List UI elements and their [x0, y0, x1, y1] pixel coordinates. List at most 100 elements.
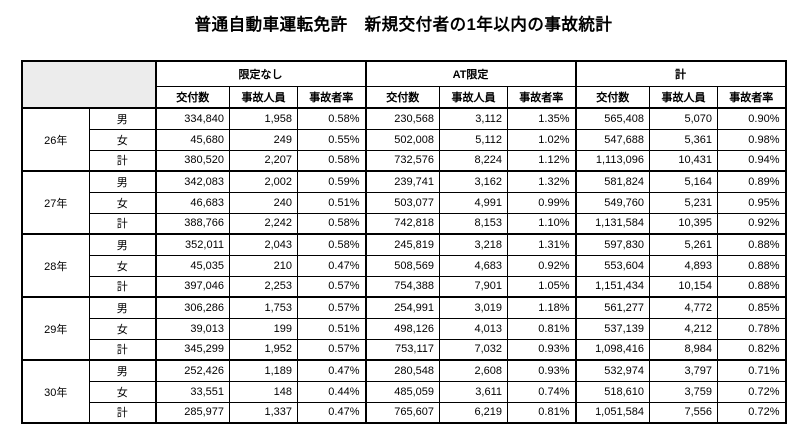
row-label: 計 — [89, 338, 156, 361]
value-cell: 3,218 — [439, 233, 508, 256]
row-label: 男 — [89, 296, 156, 319]
row-label: 男 — [89, 233, 156, 256]
value-cell: 4,991 — [439, 191, 508, 214]
row-label: 男 — [89, 107, 156, 130]
table-row: 計 380,520 2,207 0.58% 732,576 8,224 1.12% 1,113… — [22, 149, 786, 172]
value-cell: 765,607 — [364, 401, 440, 424]
value-cell: 8,984 — [649, 338, 718, 361]
value-cell: 0.78% — [717, 317, 786, 340]
value-cell: 240 — [229, 191, 298, 214]
value-cell: 0.94% — [717, 149, 786, 172]
value-cell: 0.74% — [507, 380, 576, 403]
value-cell: 0.55% — [297, 128, 366, 151]
row-label: 計 — [89, 149, 156, 172]
value-cell: 397,046 — [154, 275, 230, 298]
metric-header-row: 交付数 事故人員 事故者率 交付数 事故人員 事故者率 交付数 事故人員 事故者… — [22, 85, 786, 109]
row-label: 男 — [89, 359, 156, 382]
value-cell: 7,901 — [439, 275, 508, 298]
row-label: 計 — [89, 212, 156, 235]
value-cell: 0.92% — [717, 212, 786, 235]
value-cell: 0.59% — [297, 170, 366, 193]
value-cell: 0.99% — [507, 191, 576, 214]
value-cell: 0.88% — [717, 233, 786, 256]
value-cell: 252,426 — [154, 359, 230, 382]
value-cell: 547,688 — [574, 128, 650, 151]
value-cell: 0.58% — [297, 212, 366, 235]
value-cell: 33,551 — [154, 380, 230, 403]
value-cell: 3,019 — [439, 296, 508, 319]
value-cell: 1,337 — [229, 401, 298, 424]
value-cell: 0.72% — [717, 380, 786, 403]
value-cell: 249 — [229, 128, 298, 151]
value-cell: 5,231 — [649, 191, 718, 214]
value-cell: 1,131,584 — [574, 212, 650, 235]
value-cell: 10,431 — [649, 149, 718, 172]
value-cell: 0.98% — [717, 128, 786, 151]
header-issued-count: 交付数 — [364, 85, 440, 109]
value-cell: 342,083 — [154, 170, 230, 193]
value-cell: 537,139 — [574, 317, 650, 340]
value-cell: 388,766 — [154, 212, 230, 235]
value-cell: 0.58% — [297, 233, 366, 256]
value-cell: 0.47% — [297, 359, 366, 382]
value-cell: 0.85% — [717, 296, 786, 319]
value-cell: 6,219 — [439, 401, 508, 424]
value-cell: 1,051,584 — [574, 401, 650, 424]
value-cell: 2,043 — [229, 233, 298, 256]
value-cell: 0.88% — [717, 275, 786, 298]
column-group-total: 計 — [574, 60, 786, 87]
value-cell: 1,952 — [229, 338, 298, 361]
value-cell: 561,277 — [574, 296, 650, 319]
value-cell: 0.71% — [717, 359, 786, 382]
value-cell: 1.31% — [507, 233, 576, 256]
value-cell: 532,974 — [574, 359, 650, 382]
value-cell: 254,991 — [364, 296, 440, 319]
value-cell: 4,212 — [649, 317, 718, 340]
corner-cell — [21, 60, 156, 109]
value-cell: 0.81% — [507, 401, 576, 424]
value-cell: 2,253 — [229, 275, 298, 298]
value-cell: 8,153 — [439, 212, 508, 235]
value-cell: 10,154 — [649, 275, 718, 298]
value-cell: 4,683 — [439, 254, 508, 277]
value-cell: 1.10% — [507, 212, 576, 235]
value-cell: 352,011 — [154, 233, 230, 256]
value-cell: 2,608 — [439, 359, 508, 382]
value-cell: 2,207 — [229, 149, 298, 172]
row-label: 女 — [89, 254, 156, 277]
table-row: 女 46,683 240 0.51% 503,077 4,991 0.99% 549,760 5… — [22, 191, 786, 214]
value-cell: 230,568 — [364, 107, 440, 130]
table-row: 女 33,551 148 0.44% 485,059 3,611 0.74% 518,610 3… — [22, 380, 786, 403]
value-cell: 0.81% — [507, 317, 576, 340]
value-cell: 0.93% — [507, 359, 576, 382]
value-cell: 4,013 — [439, 317, 508, 340]
value-cell: 3,112 — [439, 107, 508, 130]
value-cell: 239,741 — [364, 170, 440, 193]
value-cell: 0.95% — [717, 191, 786, 214]
table-header: 限定なし AT限定 計 交付数 事故人員 事故者率 交付数 事故人員 事故者率 … — [21, 60, 786, 109]
value-cell: 565,408 — [574, 107, 650, 130]
header-accident-rate: 事故者率 — [297, 85, 366, 109]
value-cell: 498,126 — [364, 317, 440, 340]
value-cell: 549,760 — [574, 191, 650, 214]
value-cell: 5,261 — [649, 233, 718, 256]
row-label: 女 — [89, 380, 156, 403]
value-cell: 380,520 — [154, 149, 230, 172]
value-cell: 1,098,416 — [574, 338, 650, 361]
value-cell: 0.90% — [717, 107, 786, 130]
value-cell: 0.44% — [297, 380, 366, 403]
value-cell: 45,680 — [154, 128, 230, 151]
table-row: 計 388,766 2,242 0.58% 742,818 8,153 1.10% 1,131… — [22, 212, 786, 235]
value-cell: 1,189 — [229, 359, 298, 382]
value-cell: 10,395 — [649, 212, 718, 235]
table-row: 女 45,035 210 0.47% 508,569 4,683 0.92% 553,604 4… — [22, 254, 786, 277]
value-cell: 0.92% — [507, 254, 576, 277]
value-cell: 1.02% — [507, 128, 576, 151]
value-cell: 0.51% — [297, 191, 366, 214]
table-row: 28年男 352,011 2,043 0.58% 245,819 3,218 1.31% 59… — [21, 233, 786, 298]
value-cell: 0.89% — [717, 170, 786, 193]
table-row: 計 345,299 1,952 0.57% 753,117 7,032 0.93% 1,098… — [22, 338, 786, 361]
value-cell: 0.57% — [297, 296, 366, 319]
value-cell: 597,830 — [574, 233, 650, 256]
header-accident-persons: 事故人員 — [439, 85, 508, 109]
